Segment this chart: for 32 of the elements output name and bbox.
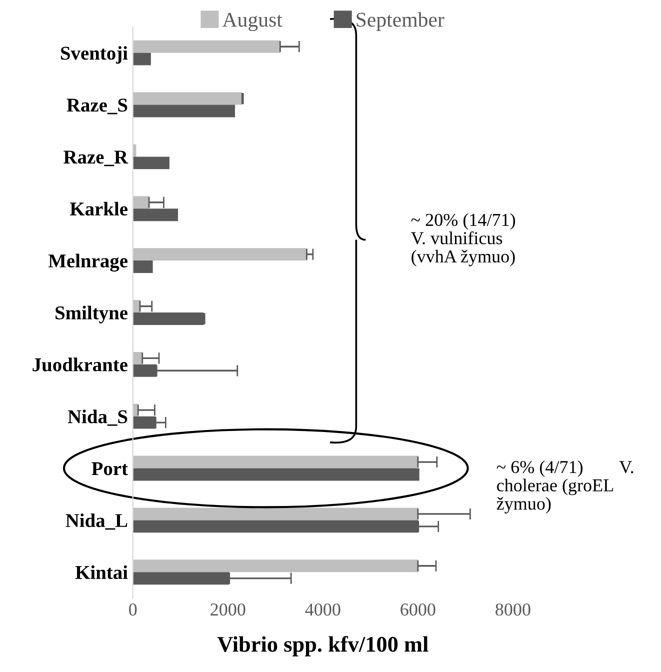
x-axis-title: Vibrio spp. kfv/100 ml: [217, 636, 428, 656]
bar: [132, 92, 242, 105]
bar: [132, 248, 307, 261]
y-tick-label: Kintai: [75, 565, 128, 580]
annotation: ~ 6% (4/71) V. cholerae (groEL žymuo): [496, 460, 634, 514]
y-tick-label: Port: [92, 462, 128, 476]
y-tick-label: Smiltyne: [56, 306, 128, 324]
x-tick-label: 2000: [210, 603, 246, 616]
y-tick-label: Nida_S: [68, 410, 128, 426]
bar: [132, 156, 170, 170]
bar: [132, 196, 150, 209]
bar: [132, 456, 418, 468]
y-tick-label: Karkle: [70, 202, 128, 216]
legend-label: August: [222, 12, 282, 32]
bar: [132, 508, 418, 520]
bar: [132, 40, 280, 53]
bar: [132, 260, 153, 274]
legend-label: September: [356, 12, 444, 32]
x-tick-label: 6000: [400, 603, 436, 616]
y-tick-label: Melnrage: [48, 254, 128, 272]
y-tick-label: Raze_R: [64, 150, 128, 166]
y-tick-label: Nida_L: [66, 513, 128, 530]
y-tick-label: Juodkrante: [32, 358, 128, 372]
x-tick-label: 4000: [305, 603, 340, 616]
y-tick-label: Raze_S: [66, 98, 128, 114]
annotation: ~ 20% (14/71) V. vulnificus (vvhA žymuo): [410, 213, 516, 266]
bar: [132, 104, 236, 118]
bar: [132, 52, 151, 66]
x-tick-label: 8000: [496, 603, 530, 616]
y-tick-label: Sventoji: [60, 46, 128, 64]
x-tick-label: 0: [129, 603, 137, 616]
bar: [132, 560, 418, 572]
